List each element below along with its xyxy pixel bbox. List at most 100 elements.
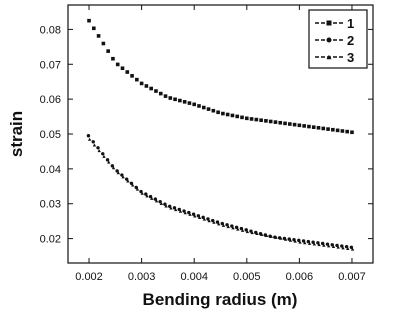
- data-point: [116, 171, 121, 175]
- data-point: [335, 128, 340, 133]
- data-point: [173, 208, 178, 212]
- x-tick-label: 0.003: [128, 271, 156, 283]
- data-point: [231, 226, 235, 230]
- data-point: [283, 237, 288, 241]
- data-point: [264, 233, 269, 237]
- legend-box: [308, 9, 368, 69]
- data-point: [206, 107, 211, 111]
- data-point: [173, 97, 177, 102]
- data-point: [192, 102, 197, 107]
- data-point: [293, 239, 297, 243]
- data-point: [169, 206, 173, 210]
- data-point: [307, 124, 311, 129]
- legend-label: 1: [347, 16, 354, 31]
- data-point: [139, 81, 144, 86]
- data-point: [259, 118, 263, 123]
- data-point: [107, 160, 111, 164]
- data-point: [249, 117, 254, 121]
- data-point: [236, 227, 240, 231]
- data-point: [158, 91, 163, 96]
- data-point: [321, 126, 326, 131]
- data-point: [326, 127, 330, 131]
- data-point: [92, 26, 96, 31]
- data-point: [154, 89, 158, 93]
- data-point: [126, 179, 130, 183]
- data-point: [201, 105, 206, 110]
- data-point: [345, 129, 349, 134]
- data-point: [144, 84, 149, 88]
- data-point: [240, 228, 245, 232]
- data-point: [101, 152, 105, 156]
- legend-marker: [326, 20, 332, 26]
- data-point: [187, 101, 192, 105]
- data-point: [221, 111, 225, 116]
- series-1: [87, 18, 354, 135]
- data-point: [164, 204, 168, 208]
- data-point: [96, 34, 101, 38]
- data-point: [346, 246, 350, 250]
- data-point: [260, 232, 264, 237]
- data-point: [216, 110, 220, 115]
- data-point: [288, 238, 293, 242]
- data-point: [250, 231, 254, 235]
- data-point: [92, 143, 97, 147]
- y-axis-ticks: 0.02 0.03 0.04 0.05 0.06 0.07 0.08: [40, 24, 373, 246]
- y-tick-label: 0.06: [40, 94, 61, 106]
- data-point: [254, 117, 259, 122]
- data-point: [168, 96, 173, 100]
- x-axis-title: Bending radius (m): [143, 290, 298, 309]
- data-point: [316, 126, 321, 130]
- data-point: [163, 94, 168, 98]
- x-tick-label: 0.007: [338, 271, 366, 283]
- data-point: [225, 112, 230, 117]
- y-tick-label: 0.07: [40, 59, 61, 71]
- data-point: [341, 246, 345, 250]
- data-point: [188, 212, 192, 216]
- legend-label: 2: [347, 33, 354, 48]
- data-point: [111, 56, 115, 61]
- data-point: [211, 108, 216, 113]
- data-point: [212, 220, 216, 224]
- y-tick-label: 0.02: [40, 234, 61, 246]
- data-point: [226, 225, 230, 229]
- y-axis-title: strain: [7, 111, 26, 157]
- x-tick-label: 0.002: [75, 271, 103, 283]
- data-point: [274, 235, 278, 239]
- legend: 1 2 3: [308, 9, 368, 69]
- data-point: [150, 196, 154, 200]
- legend-label: 3: [347, 50, 354, 65]
- legend-marker: [326, 37, 332, 43]
- data-point: [221, 223, 226, 227]
- data-point: [336, 245, 340, 249]
- data-point: [298, 240, 302, 244]
- data-point: [230, 113, 235, 118]
- data-point: [207, 219, 211, 223]
- data-point: [193, 214, 197, 218]
- data-point: [120, 66, 125, 71]
- data-point: [197, 104, 201, 108]
- y-tick-label: 0.05: [40, 129, 61, 141]
- data-point: [235, 114, 240, 119]
- data-point: [121, 175, 125, 179]
- data-point: [159, 201, 164, 205]
- y-tick-label: 0.03: [40, 199, 61, 211]
- data-point: [149, 86, 153, 91]
- data-point: [331, 127, 335, 132]
- x-tick-label: 0.005: [233, 271, 261, 283]
- data-point: [340, 129, 345, 133]
- data-point: [178, 98, 182, 103]
- legend-marker: [326, 54, 332, 60]
- data-point: [178, 209, 183, 213]
- data-point: [115, 62, 120, 67]
- data-point: [101, 41, 106, 46]
- data-point: [264, 119, 268, 123]
- x-tick-label: 0.004: [180, 271, 208, 283]
- data-point: [110, 164, 115, 168]
- data-point: [307, 241, 312, 245]
- data-point: [326, 244, 331, 248]
- y-tick-label: 0.08: [40, 24, 61, 36]
- data-point: [145, 194, 149, 198]
- data-point: [331, 244, 336, 249]
- data-point: [105, 158, 110, 162]
